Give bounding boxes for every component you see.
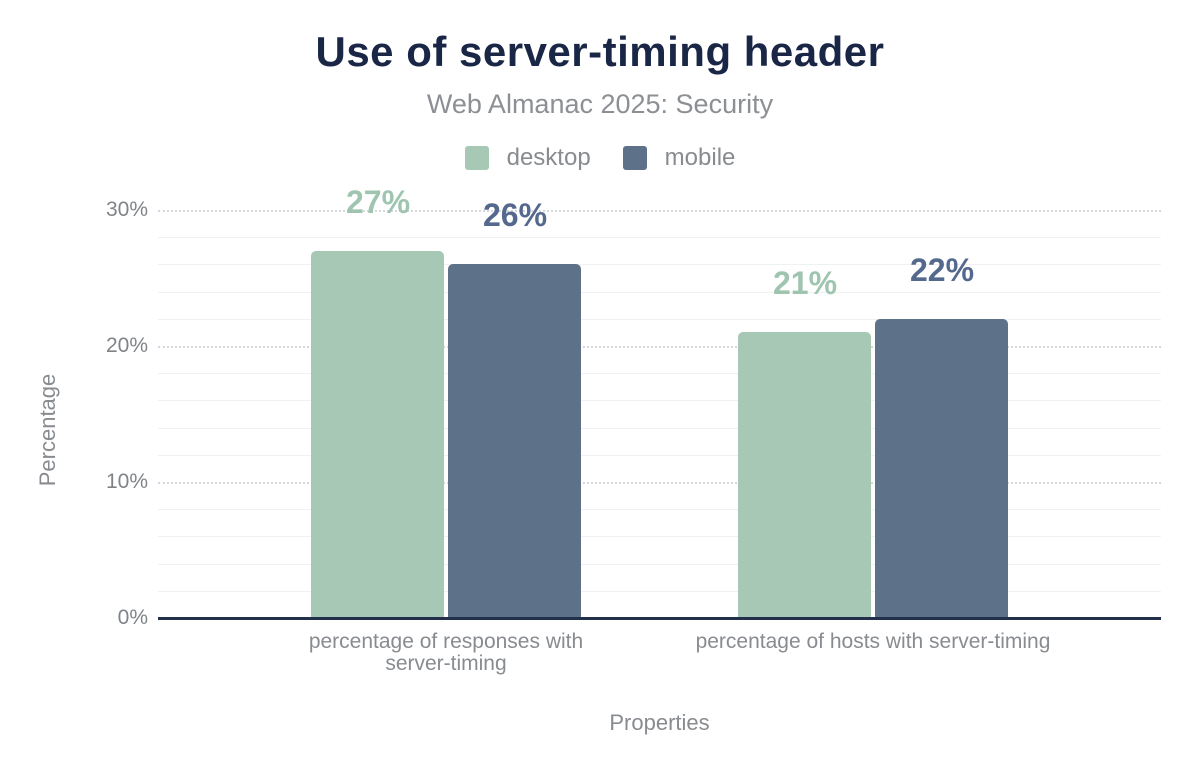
chart-subtitle: Web Almanac 2025: Security xyxy=(426,89,774,119)
bar-mobile-0[interactable] xyxy=(448,264,581,618)
major-gridline xyxy=(158,482,1161,484)
minor-gridline xyxy=(158,400,1161,401)
x-tick-label: percentage of responses with server-timin… xyxy=(231,631,661,675)
legend-swatch-desktop-icon xyxy=(464,146,489,170)
minor-gridline xyxy=(158,455,1161,456)
bar-value-label-mobile-0: 26% xyxy=(482,197,548,233)
minor-gridline xyxy=(158,292,1161,293)
bar-value-label-mobile-1: 22% xyxy=(909,252,975,288)
legend-label-mobile: mobile xyxy=(664,144,736,171)
x-tick-label: percentage of hosts with server-timing xyxy=(658,631,1088,653)
minor-gridline xyxy=(158,591,1161,592)
legend-item-desktop: desktop xyxy=(464,144,591,172)
x-tick-label-line: percentage of hosts with server-timing xyxy=(695,630,1051,653)
y-tick-label: 10% xyxy=(105,470,148,493)
y-axis-title: Percentage xyxy=(35,373,60,487)
y-tick-label: 20% xyxy=(105,334,148,357)
legend-item-mobile: mobile xyxy=(622,144,736,172)
minor-gridline xyxy=(158,319,1161,320)
bar-value-label-desktop-0: 27% xyxy=(345,184,411,220)
bar-value-label-desktop-1: 21% xyxy=(772,265,838,301)
legend-label-desktop: desktop xyxy=(506,144,591,171)
x-axis-line xyxy=(158,617,1161,620)
x-tick-label-line: server-timing xyxy=(385,652,507,675)
y-tick-label: 30% xyxy=(105,198,148,221)
y-tick-label: 0% xyxy=(117,606,148,629)
chart-title: Use of server-timing header xyxy=(315,28,885,75)
minor-gridline xyxy=(158,428,1161,429)
legend-swatch-mobile-icon xyxy=(622,146,647,170)
minor-gridline xyxy=(158,373,1161,374)
minor-gridline xyxy=(158,536,1161,537)
bar-desktop-1[interactable] xyxy=(738,332,871,618)
chart-legend: desktop mobile xyxy=(0,144,1200,172)
minor-gridline xyxy=(158,264,1161,265)
major-gridline xyxy=(158,346,1161,348)
bar-desktop-0[interactable] xyxy=(311,251,444,618)
minor-gridline xyxy=(158,237,1161,238)
minor-gridline xyxy=(158,564,1161,565)
bar-mobile-1[interactable] xyxy=(875,319,1008,618)
x-axis-title: Properties xyxy=(609,710,710,735)
minor-gridline xyxy=(158,509,1161,510)
x-tick-label-line: percentage of responses with xyxy=(308,630,584,653)
major-gridline xyxy=(158,210,1161,212)
